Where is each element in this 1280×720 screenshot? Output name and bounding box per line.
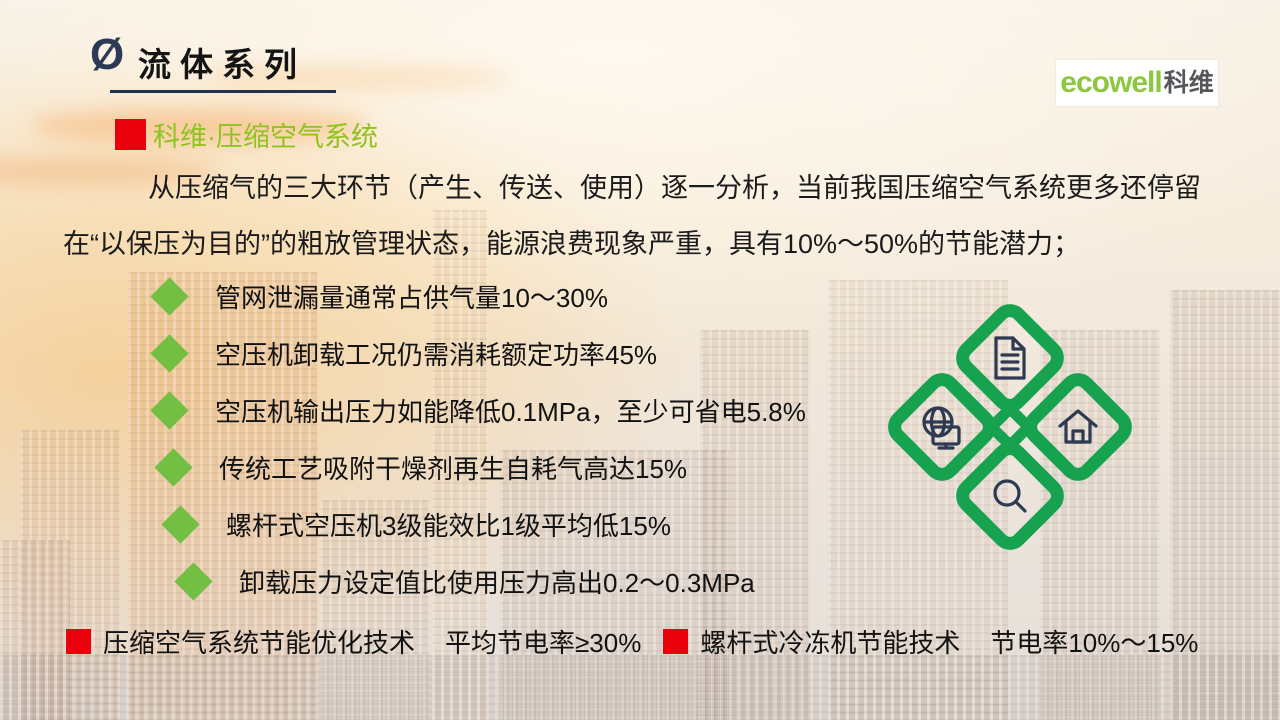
clover-emblem bbox=[888, 304, 1132, 550]
intro-line-2: 在“以保压为目的”的粗放管理状态，能源浪费现象严重，具有10%～50%的节能潜力… bbox=[63, 229, 1081, 259]
list-item: 卸载压力设定值比使用压力高出0.2～0.3MPa bbox=[174, 553, 806, 610]
diamond-bullet-icon bbox=[150, 334, 189, 373]
list-item: 管网泄漏量通常占供气量10～30% bbox=[150, 268, 806, 325]
building-silhouette bbox=[128, 272, 318, 720]
tech-label: 压缩空气系统节能优化技术 bbox=[103, 628, 416, 658]
list-item: 传统工艺吸附干燥剂再生自耗气高达15% bbox=[154, 439, 806, 496]
list-item: 空压机卸载工况仍需消耗额定功率45% bbox=[150, 325, 806, 382]
red-square-marker bbox=[115, 119, 146, 150]
diamond-bullet-icon bbox=[154, 448, 193, 487]
diamond-bullet-icon bbox=[174, 562, 213, 601]
diamond-bullet-icon bbox=[150, 391, 189, 430]
page-title: 流体系列 bbox=[138, 46, 306, 83]
tech-label: 螺杆式冷冻机节能技术 bbox=[700, 628, 961, 658]
building-silhouette bbox=[432, 210, 487, 720]
diameter-icon: Ø bbox=[90, 30, 125, 79]
list-item: 空压机输出压力如能降低0.1MPa，至少可省电5.8% bbox=[150, 382, 806, 439]
intro-line-1: 从压缩气的三大环节（产生、传送、使用）逐一分析，当前我国压缩空气系统更多还停留 bbox=[148, 173, 1201, 203]
building-silhouette bbox=[1170, 290, 1280, 720]
sunset-cloud bbox=[200, 66, 510, 90]
document-icon bbox=[994, 336, 1026, 380]
bullet-text: 空压机输出压力如能降低0.1MPa，至少可省电5.8% bbox=[215, 397, 806, 427]
section-title: 科维·压缩空气系统 bbox=[153, 122, 378, 152]
building-silhouette bbox=[828, 280, 1008, 720]
brand-logo-cn: 科维 bbox=[1163, 68, 1214, 97]
network-computer-icon bbox=[922, 406, 961, 450]
tech-metric: 节电率10%～15% bbox=[990, 628, 1199, 658]
section-header: 科维·压缩空气系统 bbox=[115, 115, 378, 154]
list-item: 螺杆式空压机3级能效比1级平均低15% bbox=[161, 496, 806, 553]
brand-logo: ecowell 科维 bbox=[1056, 60, 1218, 106]
clover-center-diamond bbox=[987, 404, 1033, 450]
tech-metric: 平均节电率≥30% bbox=[445, 628, 642, 658]
diamond-bullet-icon bbox=[150, 277, 189, 316]
bullet-text: 卸载压力设定值比使用压力高出0.2～0.3MPa bbox=[239, 568, 755, 598]
title-underline bbox=[110, 90, 336, 93]
diamond-bullet-icon bbox=[161, 505, 200, 544]
bullet-list: 管网泄漏量通常占供气量10～30% 空压机卸载工况仍需消耗额定功率45% 空压机… bbox=[150, 268, 806, 610]
clover-petal-right bbox=[1024, 373, 1132, 481]
building-silhouette bbox=[0, 540, 70, 720]
search-icon bbox=[993, 479, 1027, 513]
building-silhouette bbox=[20, 430, 120, 720]
bullet-text: 空压机卸载工况仍需消耗额定功率45% bbox=[215, 340, 658, 370]
building-silhouette bbox=[500, 450, 730, 720]
clover-petal-bottom bbox=[956, 442, 1064, 550]
footer-tech-right: 螺杆式冷冻机节能技术 节电率10%～15% bbox=[663, 623, 1198, 660]
bullet-text: 传统工艺吸附干燥剂再生自耗气高达15% bbox=[219, 454, 688, 484]
brand-logo-text: ecowell bbox=[1060, 66, 1162, 99]
bullet-text: 管网泄漏量通常占供气量10～30% bbox=[215, 283, 608, 313]
building-silhouette bbox=[0, 655, 1280, 720]
clover-petal-left bbox=[888, 373, 996, 481]
footer-tech-line: 压缩空气系统节能优化技术 平均节电率≥30% 螺杆式冷冻机节能技术 节电率10%… bbox=[66, 623, 1198, 660]
red-square-marker bbox=[66, 629, 91, 654]
bullet-text: 螺杆式空压机3级能效比1级平均低15% bbox=[226, 511, 671, 541]
clover-petal-top bbox=[956, 304, 1064, 412]
home-icon bbox=[1058, 409, 1098, 444]
red-square-marker bbox=[663, 629, 689, 654]
sunset-cloud bbox=[30, 108, 370, 144]
sunset-cloud bbox=[0, 158, 220, 184]
building-silhouette bbox=[320, 500, 430, 720]
building-silhouette bbox=[700, 330, 810, 720]
